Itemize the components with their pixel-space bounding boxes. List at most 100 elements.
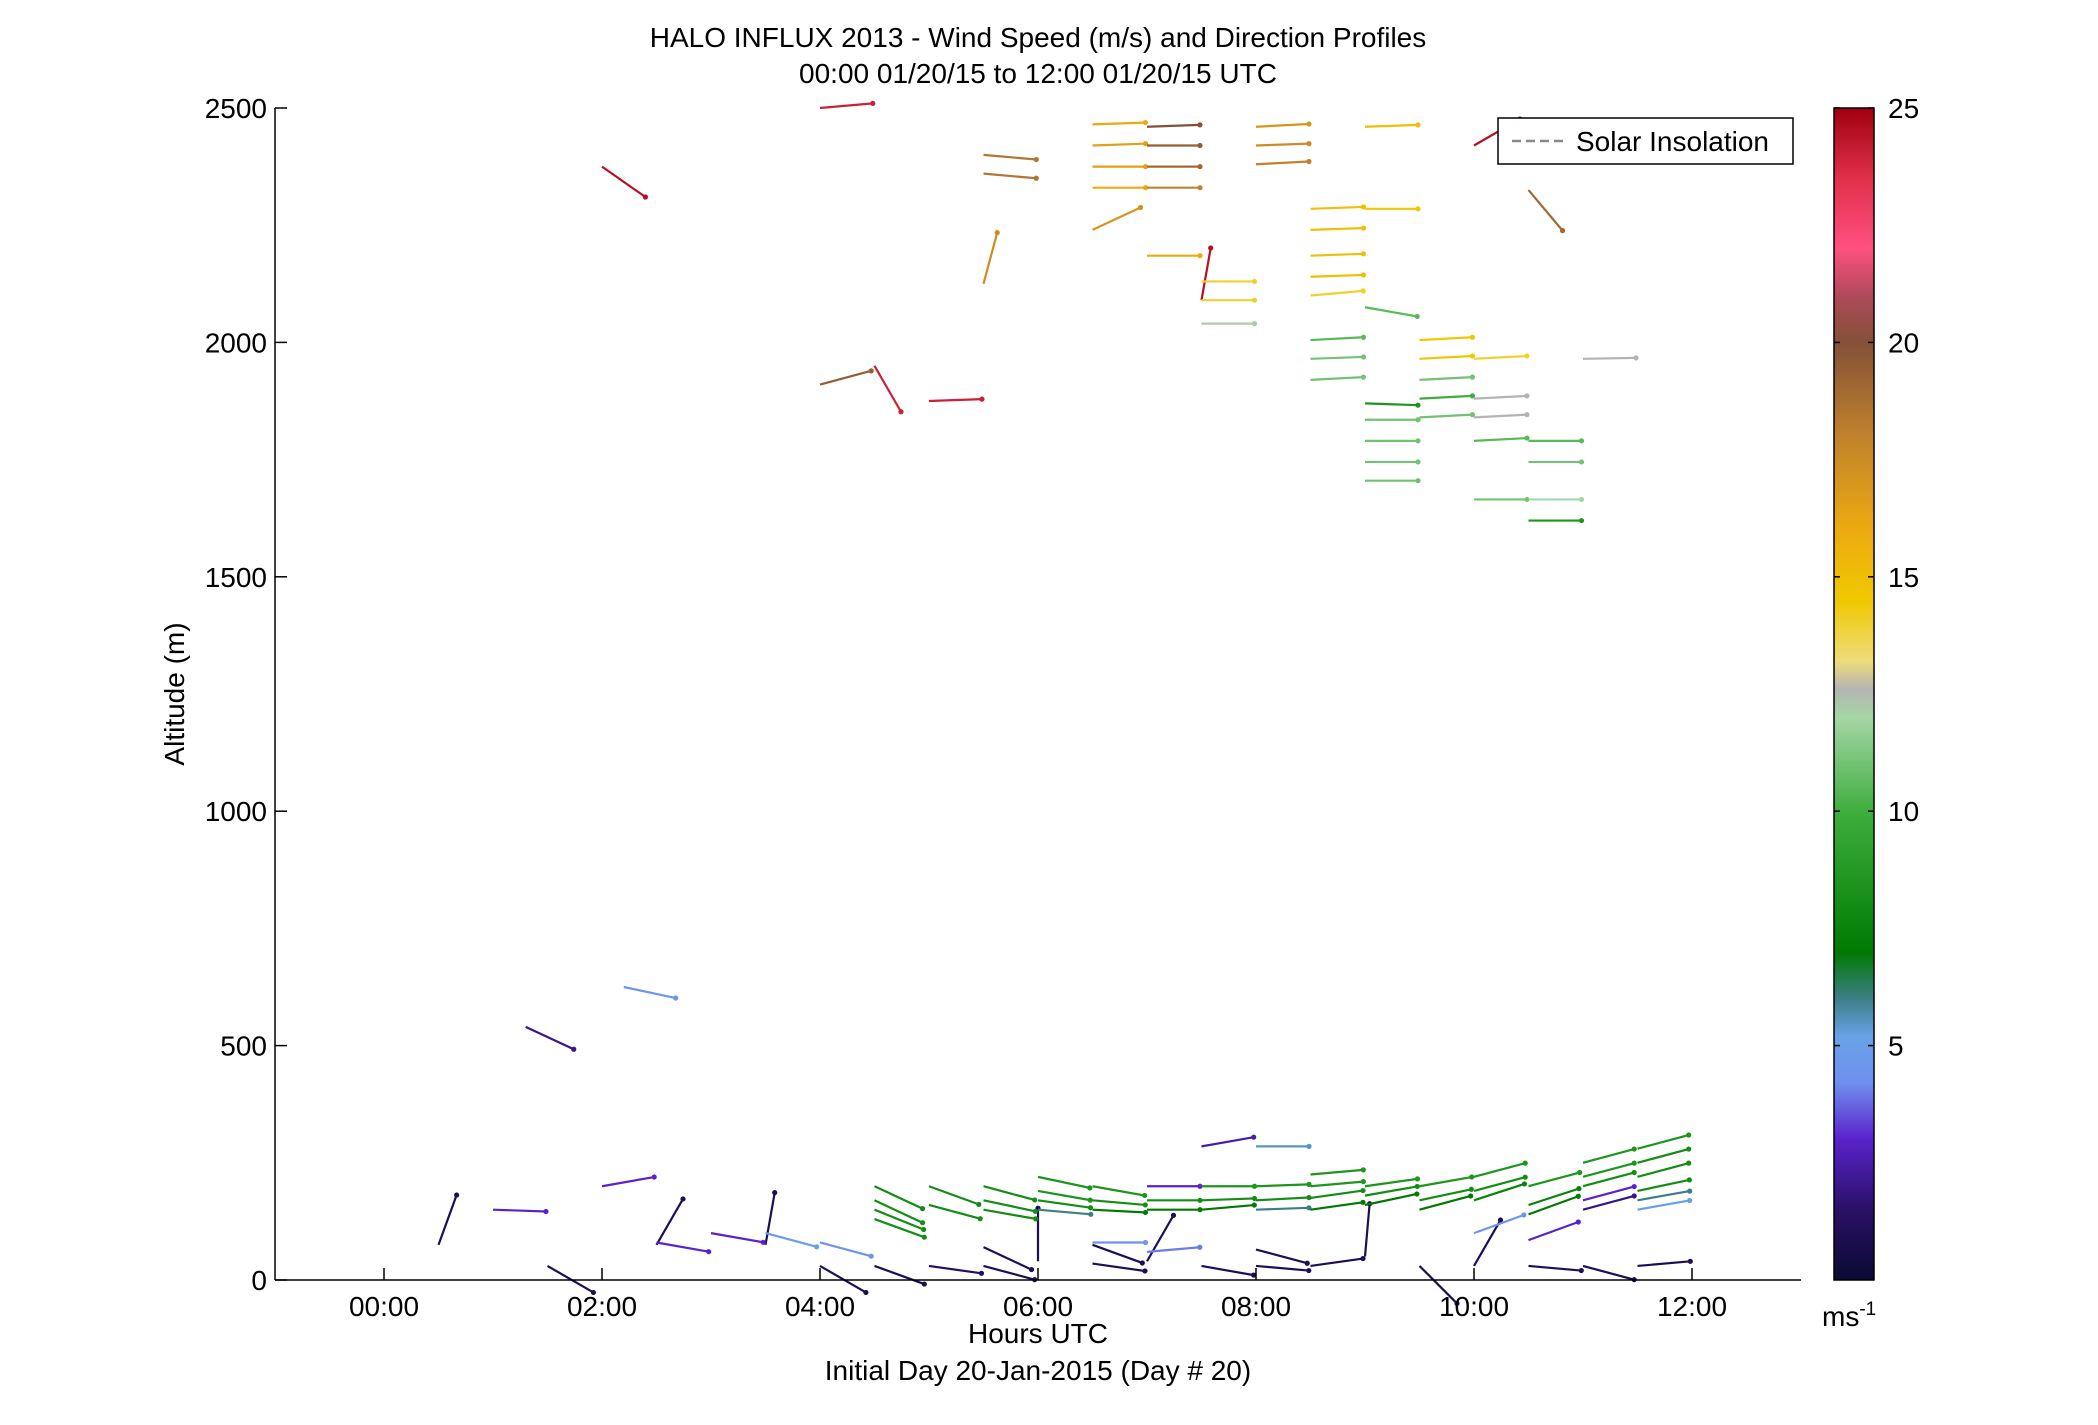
wind-vector	[1473, 394, 1527, 400]
wind-vector-head	[1032, 1208, 1038, 1214]
legend-label: Solar Insolation	[1576, 126, 1769, 157]
y-axis-ticks: 0 500 1000 1500 2000 2500	[205, 93, 287, 1296]
wind-vector	[1637, 1133, 1689, 1150]
wind-vector	[1255, 1248, 1308, 1265]
wind-vector-head	[919, 1220, 926, 1226]
wind-vector	[1473, 1176, 1526, 1192]
wind-vector	[765, 1232, 817, 1248]
wind-vector	[928, 398, 983, 403]
wind-vector-head	[1414, 1183, 1420, 1190]
wind-vector	[1473, 1182, 1525, 1202]
wind-vector-head	[1306, 141, 1312, 147]
wind-vector	[819, 1264, 867, 1294]
wind-vector-head	[1415, 417, 1421, 423]
chart-title: HALO INFLUX 2013 - Wind Speed (m/s) and …	[650, 22, 1427, 53]
wind-vector-head	[760, 1239, 766, 1245]
wind-vector	[1473, 413, 1527, 419]
wind-vector-head	[1087, 1185, 1093, 1191]
wind-vector-head	[1360, 204, 1367, 210]
wind-vector-head	[1033, 156, 1039, 163]
wind-vector-head	[921, 1226, 927, 1233]
wind-vector	[1310, 1180, 1364, 1188]
wind-vector	[1528, 1171, 1580, 1188]
wind-vector	[1201, 1203, 1255, 1211]
wind-vector	[1582, 1185, 1635, 1202]
wind-vector-head	[642, 194, 649, 200]
wind-vector-head	[1170, 1212, 1177, 1218]
wind-vector	[1637, 1178, 1690, 1193]
wind-vector-head	[1088, 1211, 1094, 1217]
wind-vector	[1527, 189, 1564, 232]
wind-vector-head	[1251, 278, 1258, 285]
wind-vector-head	[1521, 1212, 1527, 1218]
wind-vector	[1255, 1183, 1310, 1188]
wind-vector	[1582, 356, 1637, 360]
wind-vector	[601, 165, 647, 198]
wind-vector	[1528, 1220, 1579, 1242]
wind-vector	[874, 1185, 923, 1210]
wind-vector	[1363, 1203, 1371, 1257]
wind-vector	[1201, 1136, 1254, 1148]
wind-vector	[1092, 1199, 1146, 1207]
wind-vector-head	[1139, 1260, 1145, 1266]
wind-vector-head	[868, 368, 874, 374]
wind-vector-head	[1575, 1219, 1581, 1225]
colorbar-ticks: 5 10 15 20 25	[1834, 93, 1919, 1062]
x-tick-label: 08:00	[1221, 1291, 1291, 1322]
wind-vector-head	[1521, 1181, 1528, 1187]
wind-vector-head	[1469, 1174, 1475, 1180]
wind-vector	[1310, 273, 1364, 278]
wind-vector-head	[921, 1281, 927, 1287]
wind-vector	[1364, 1185, 1418, 1197]
wind-vector-head	[1306, 1181, 1312, 1187]
wind-vector	[1473, 436, 1527, 442]
wind-vector-head	[1497, 1217, 1504, 1223]
wind-vector-head	[1360, 334, 1367, 340]
wind-vector-head	[1142, 164, 1149, 170]
wind-vector-head	[1524, 435, 1530, 441]
wind-vector-head	[1251, 1195, 1258, 1202]
wind-vector-head	[1415, 206, 1421, 212]
wind-vector-head	[1469, 353, 1476, 359]
wind-vector	[874, 1264, 925, 1286]
wind-vector	[1310, 1168, 1364, 1176]
wind-vector-head	[1142, 1239, 1149, 1246]
wind-vector-head	[1578, 517, 1585, 524]
wind-vector	[1419, 394, 1473, 400]
wind-vector-head	[1414, 1191, 1420, 1197]
wind-vector-head	[706, 1249, 712, 1255]
wind-vector	[1637, 1190, 1690, 1202]
wind-vector-head	[1360, 1187, 1366, 1194]
wind-vector-head	[868, 1253, 874, 1259]
wind-vector	[1418, 1265, 1458, 1305]
x-tick-label: 04:00	[785, 1291, 855, 1322]
wind-vector-head	[1687, 1258, 1693, 1264]
wind-vector	[819, 369, 872, 386]
wind-vector-head	[1469, 334, 1476, 340]
wind-vector	[819, 102, 873, 110]
wind-vector	[1255, 160, 1309, 166]
wind-vector-head	[1142, 141, 1149, 147]
wind-vector	[983, 1264, 1035, 1281]
wind-vector-head	[1360, 251, 1367, 257]
wind-vector-head	[1415, 459, 1421, 465]
wind-vector-head	[1687, 1188, 1693, 1194]
x-tick-label: 06:00	[1003, 1291, 1073, 1322]
wind-vector-head	[870, 100, 876, 106]
wind-vector	[1255, 142, 1310, 147]
wind-vector	[1528, 1264, 1582, 1272]
wind-vector	[1473, 1213, 1525, 1235]
wind-vector	[1473, 1162, 1526, 1178]
wind-vector-head	[1142, 1268, 1148, 1274]
wind-vector	[1310, 1201, 1364, 1211]
wind-vector	[1201, 1197, 1255, 1202]
wind-vector-head	[651, 1174, 657, 1180]
wind-vector	[1092, 121, 1146, 126]
wind-vector	[1092, 206, 1141, 231]
wind-vector	[1037, 1189, 1091, 1202]
wind-vector-head	[919, 1206, 926, 1212]
colorbar-tick-label: 10	[1888, 796, 1919, 827]
wind-vector	[1637, 1148, 1689, 1164]
wind-vector-head	[1631, 1193, 1637, 1199]
wind-vector	[983, 1199, 1036, 1213]
